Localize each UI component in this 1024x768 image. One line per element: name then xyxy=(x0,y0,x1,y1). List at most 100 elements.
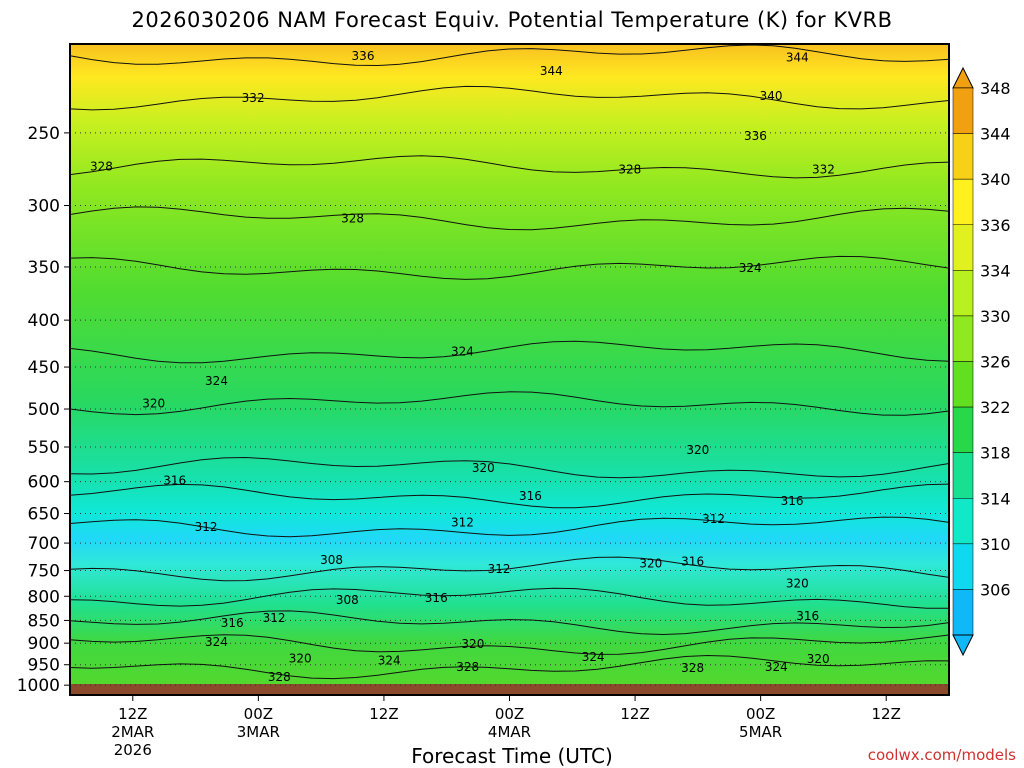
contour-label: 324 xyxy=(765,660,788,674)
colorbar-segment xyxy=(952,543,974,590)
x-tick-label: 00Z xyxy=(495,705,524,723)
contour-label: 320 xyxy=(142,396,165,410)
contour-line xyxy=(69,255,950,280)
contour-label: 316 xyxy=(221,616,244,630)
y-tick-label: 550 xyxy=(28,438,60,458)
y-tick-label: 750 xyxy=(28,562,60,582)
x-tick-label: 2MAR xyxy=(111,723,154,741)
contour-line xyxy=(69,483,950,509)
colorbar-top-arrow xyxy=(952,66,974,89)
contour-line xyxy=(69,85,950,111)
contour-label: 316 xyxy=(163,473,186,487)
colorbar-segment xyxy=(952,498,974,545)
y-tick-label: 700 xyxy=(28,534,60,554)
contour-label: 344 xyxy=(540,64,563,78)
y-tick-label: 400 xyxy=(28,311,60,331)
contour-label: 316 xyxy=(781,494,804,508)
x-tick-label: 12Z xyxy=(118,705,147,723)
contour-label: 332 xyxy=(812,162,835,176)
contour-label: 308 xyxy=(320,553,343,567)
contour-label: 312 xyxy=(263,611,286,625)
colorbar-label: 326 xyxy=(980,353,1011,372)
contour-line xyxy=(69,391,950,416)
contour-label: 328 xyxy=(341,212,364,226)
contour-label: 312 xyxy=(451,516,474,530)
contour-line xyxy=(69,44,950,67)
contour-label: 344 xyxy=(786,51,809,65)
contour-line xyxy=(69,610,950,636)
y-tick-label: 900 xyxy=(28,634,60,654)
contour-label: 324 xyxy=(582,650,605,664)
ground-strip xyxy=(70,684,949,695)
contour-label: 312 xyxy=(195,520,218,534)
x-tick-label: 4MAR xyxy=(488,723,531,741)
contour-label: 320 xyxy=(289,651,312,665)
x-tick-label: 2026 xyxy=(114,741,152,759)
y-tick-label: 350 xyxy=(28,258,60,278)
y-tick-label: 1000 xyxy=(17,676,60,696)
contour-label: 320 xyxy=(472,461,495,475)
y-tick-label: 300 xyxy=(28,197,60,217)
y-tick-label: 500 xyxy=(28,400,60,420)
colorbar-segment xyxy=(952,178,974,226)
x-tick-label: 12Z xyxy=(369,705,398,723)
x-tick-label: 00Z xyxy=(746,705,775,723)
x-tick-label: 5MAR xyxy=(739,723,782,741)
contour-label: 336 xyxy=(744,129,767,143)
colorbar-segment xyxy=(952,406,974,453)
contour-line xyxy=(69,340,950,364)
contour-label: 320 xyxy=(786,577,809,591)
contour-line xyxy=(69,456,950,479)
contour-label: 316 xyxy=(425,591,448,605)
contour-label: 324 xyxy=(205,635,228,649)
x-tick-label: 12Z xyxy=(620,705,649,723)
colorbar-segment xyxy=(952,589,974,636)
contour-label: 328 xyxy=(268,670,291,684)
colorbar-label: 314 xyxy=(980,489,1011,508)
contour-label: 336 xyxy=(352,49,375,63)
contour-label: 320 xyxy=(639,557,662,571)
y-tick-label: 950 xyxy=(28,656,60,676)
colorbar-label: 318 xyxy=(980,444,1011,463)
contour-label: 324 xyxy=(205,374,228,388)
contour-label: 328 xyxy=(681,661,704,675)
colorbar-label: 306 xyxy=(980,580,1011,599)
contour-label: 328 xyxy=(90,159,113,173)
source-credit: coolwx.com/models xyxy=(867,746,1016,764)
contour-line xyxy=(69,587,949,609)
colorbar-label: 334 xyxy=(980,261,1011,280)
colorbar-segment xyxy=(952,224,974,271)
y-tick-label: 450 xyxy=(28,358,60,378)
colorbar-label: 344 xyxy=(980,125,1011,144)
contour-label: 328 xyxy=(618,162,641,176)
colorbar-label: 340 xyxy=(980,170,1011,189)
colorbar-label: 348 xyxy=(980,79,1011,98)
contour-label: 312 xyxy=(488,562,511,576)
contour-line xyxy=(69,654,950,680)
contour-line xyxy=(69,556,950,582)
colorbar-label: 336 xyxy=(980,216,1011,235)
contour-line xyxy=(69,206,950,231)
contour-label: 324 xyxy=(739,261,762,275)
colorbar-label: 322 xyxy=(980,398,1011,417)
contour-label: 320 xyxy=(807,652,830,666)
contour-line xyxy=(69,155,950,179)
x-tick-label: 12Z xyxy=(872,705,901,723)
contour-label: 320 xyxy=(461,637,484,651)
contour-label: 308 xyxy=(336,593,359,607)
contour-label: 332 xyxy=(242,91,265,105)
contour-label: 316 xyxy=(519,489,542,503)
contour-label: 312 xyxy=(702,512,725,526)
colorbar-segment xyxy=(952,361,974,408)
contour-label: 328 xyxy=(456,660,479,674)
contour-label: 340 xyxy=(760,89,783,103)
x-tick-label: 3MAR xyxy=(237,723,280,741)
colorbar-segment xyxy=(952,315,974,362)
colorbar-label: 330 xyxy=(980,307,1011,326)
y-tick-label: 800 xyxy=(28,587,60,607)
colorbar-segment xyxy=(952,87,974,134)
contour-label: 316 xyxy=(681,554,704,568)
colorbar-segment xyxy=(952,133,974,180)
contour-line xyxy=(69,634,950,655)
x-tick-label: 00Z xyxy=(244,705,273,723)
